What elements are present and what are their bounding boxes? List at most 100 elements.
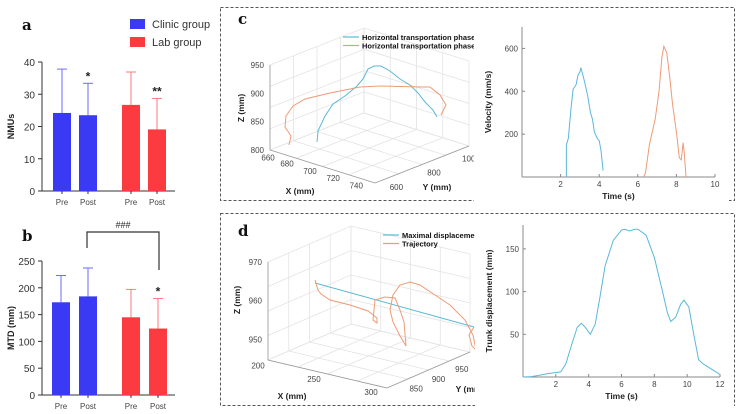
y-tick-label: 20 [24, 123, 36, 134]
x-tick-label: 700 [303, 167, 317, 176]
x-tick-label: Pre [125, 198, 138, 207]
panel-label-b: b [22, 227, 33, 245]
x-tick-label: 4 [597, 180, 602, 189]
legend-label: Trajectory [402, 240, 439, 249]
grid-line [316, 131, 423, 165]
panel-label-d: d [238, 222, 249, 240]
y-tick-label: 250 [18, 257, 35, 268]
y-tick-label: 950 [455, 365, 469, 374]
z-tick-label: 950 [249, 335, 263, 344]
x-tick-label: Post [149, 198, 166, 207]
x-tick-label: 250 [307, 375, 321, 384]
chart-c-velocity: 2 4 6 8 10 200 400 600 Time (s) Velocity (mm/s) [474, 19, 729, 207]
bar [53, 112, 71, 191]
x-tick-label: 4 [586, 380, 591, 389]
legend-label: Horizontal transportation phase I [362, 33, 480, 42]
y-tick-label: 100 [18, 337, 35, 348]
series-line-1 [522, 228, 721, 378]
grid-line [363, 112, 470, 147]
y-tick-label: 200 [505, 130, 519, 139]
y-tick-label: 150 [506, 245, 520, 254]
grid-line [309, 341, 429, 371]
grid-line [350, 323, 471, 353]
legend-label: Horizontal transportation phase II [362, 42, 482, 51]
bracket-label: ### [115, 220, 130, 230]
trace-2 [314, 279, 477, 352]
y-axis-title: Velocity (mm/s) [483, 71, 493, 134]
chart-a-nmus: 0 10 20 30 40 NMUs Pre Post * Pre Post ** [6, 58, 175, 207]
chart-d-trunk-displacement: 2 4 6 8 10 12 50 100 150 Time (s) Trunk displaceme… [475, 217, 734, 407]
grid-line [269, 27, 470, 66]
x-tick-label: Post [150, 402, 167, 411]
y-tick-label: 40 [24, 58, 36, 69]
axes-3d [269, 65, 470, 184]
y-tick-label: 900 [432, 375, 446, 384]
z-tick-label: 950 [251, 61, 265, 70]
x-tick-label: 2 [558, 180, 563, 189]
trace-1 [316, 65, 438, 143]
y-tick-label: 50 [24, 364, 36, 375]
y-axis-title: Trunk displacement (mm) [484, 249, 494, 352]
y-tick-label: 100 [506, 288, 520, 297]
y-tick-label: 150 [18, 311, 35, 322]
x-tick-label: 660 [261, 154, 275, 163]
significance-marker: * [156, 285, 161, 299]
legend-label: Maximal displacement [402, 231, 482, 240]
x-axis-title: X (mm) [278, 391, 307, 401]
y-tick-label: 600 [505, 44, 519, 53]
trace-1 [314, 282, 475, 328]
significance-marker: * [86, 69, 91, 83]
x-tick-label: Pre [56, 198, 69, 207]
grid-line [348, 137, 443, 176]
x-tick-label: 200 [251, 362, 265, 371]
y-tick-label: 200 [18, 284, 35, 295]
x-axis-title: X (mm) [286, 186, 315, 196]
legend-groups: Clinic group Lab group [130, 19, 210, 49]
chart-d-3d-trajectory: 9709609502002503008509009501000X (mm)Y (… [232, 225, 496, 401]
y-axis-title: NMUs [6, 114, 16, 140]
x-tick-label: 8 [674, 180, 679, 189]
grid-line [267, 250, 471, 287]
plot-background [475, 217, 734, 407]
y-tick-label: 600 [390, 183, 404, 192]
legend-swatch-lab [130, 37, 145, 47]
z-axis-title: Z (mm) [236, 94, 246, 123]
y-tick-label: 0 [29, 391, 35, 402]
bar [79, 115, 97, 191]
panel-label-a: a [22, 16, 32, 34]
y-tick-label: 10 [24, 155, 36, 166]
z-tick-label: 900 [251, 89, 265, 98]
trace-2 [284, 85, 447, 146]
legend-label-clinic: Clinic group [152, 19, 210, 31]
bar [149, 328, 167, 395]
bar [52, 302, 70, 395]
bar [122, 104, 140, 191]
legend-label-lab: Lab group [152, 37, 202, 49]
x-tick-label: 2 [554, 380, 559, 389]
z-axis-title: Z (mm) [232, 286, 242, 315]
grid-line [357, 344, 441, 382]
x-tick-label: 6 [619, 380, 624, 389]
x-tick-label: 10 [683, 380, 692, 389]
grid-line [330, 332, 450, 362]
y-axis-title: Y (mm) [423, 182, 452, 192]
series-line-1 [565, 67, 604, 177]
bar [79, 296, 97, 395]
y-tick-label: 50 [510, 330, 519, 339]
x-tick-label: 8 [652, 380, 657, 389]
z-tick-label: 800 [251, 146, 265, 155]
chart-b-mtd: 0 50 100 150 200 250 MTD (mm) Pre Post Pre Post * ##… [6, 220, 175, 411]
x-tick-label: 12 [716, 380, 725, 389]
x-axis-title: Time (s) [605, 391, 638, 401]
x-tick-label: 300 [364, 388, 378, 397]
y-tick-label: 850 [409, 385, 423, 394]
series-line-2 [643, 44, 687, 178]
panel-label-c: c [238, 10, 247, 28]
plot-background [474, 19, 729, 207]
x-tick-label: 680 [280, 160, 294, 169]
z-tick-label: 970 [249, 258, 263, 267]
y-tick-label: 0 [29, 187, 35, 198]
x-tick-label: 6 [636, 180, 641, 189]
